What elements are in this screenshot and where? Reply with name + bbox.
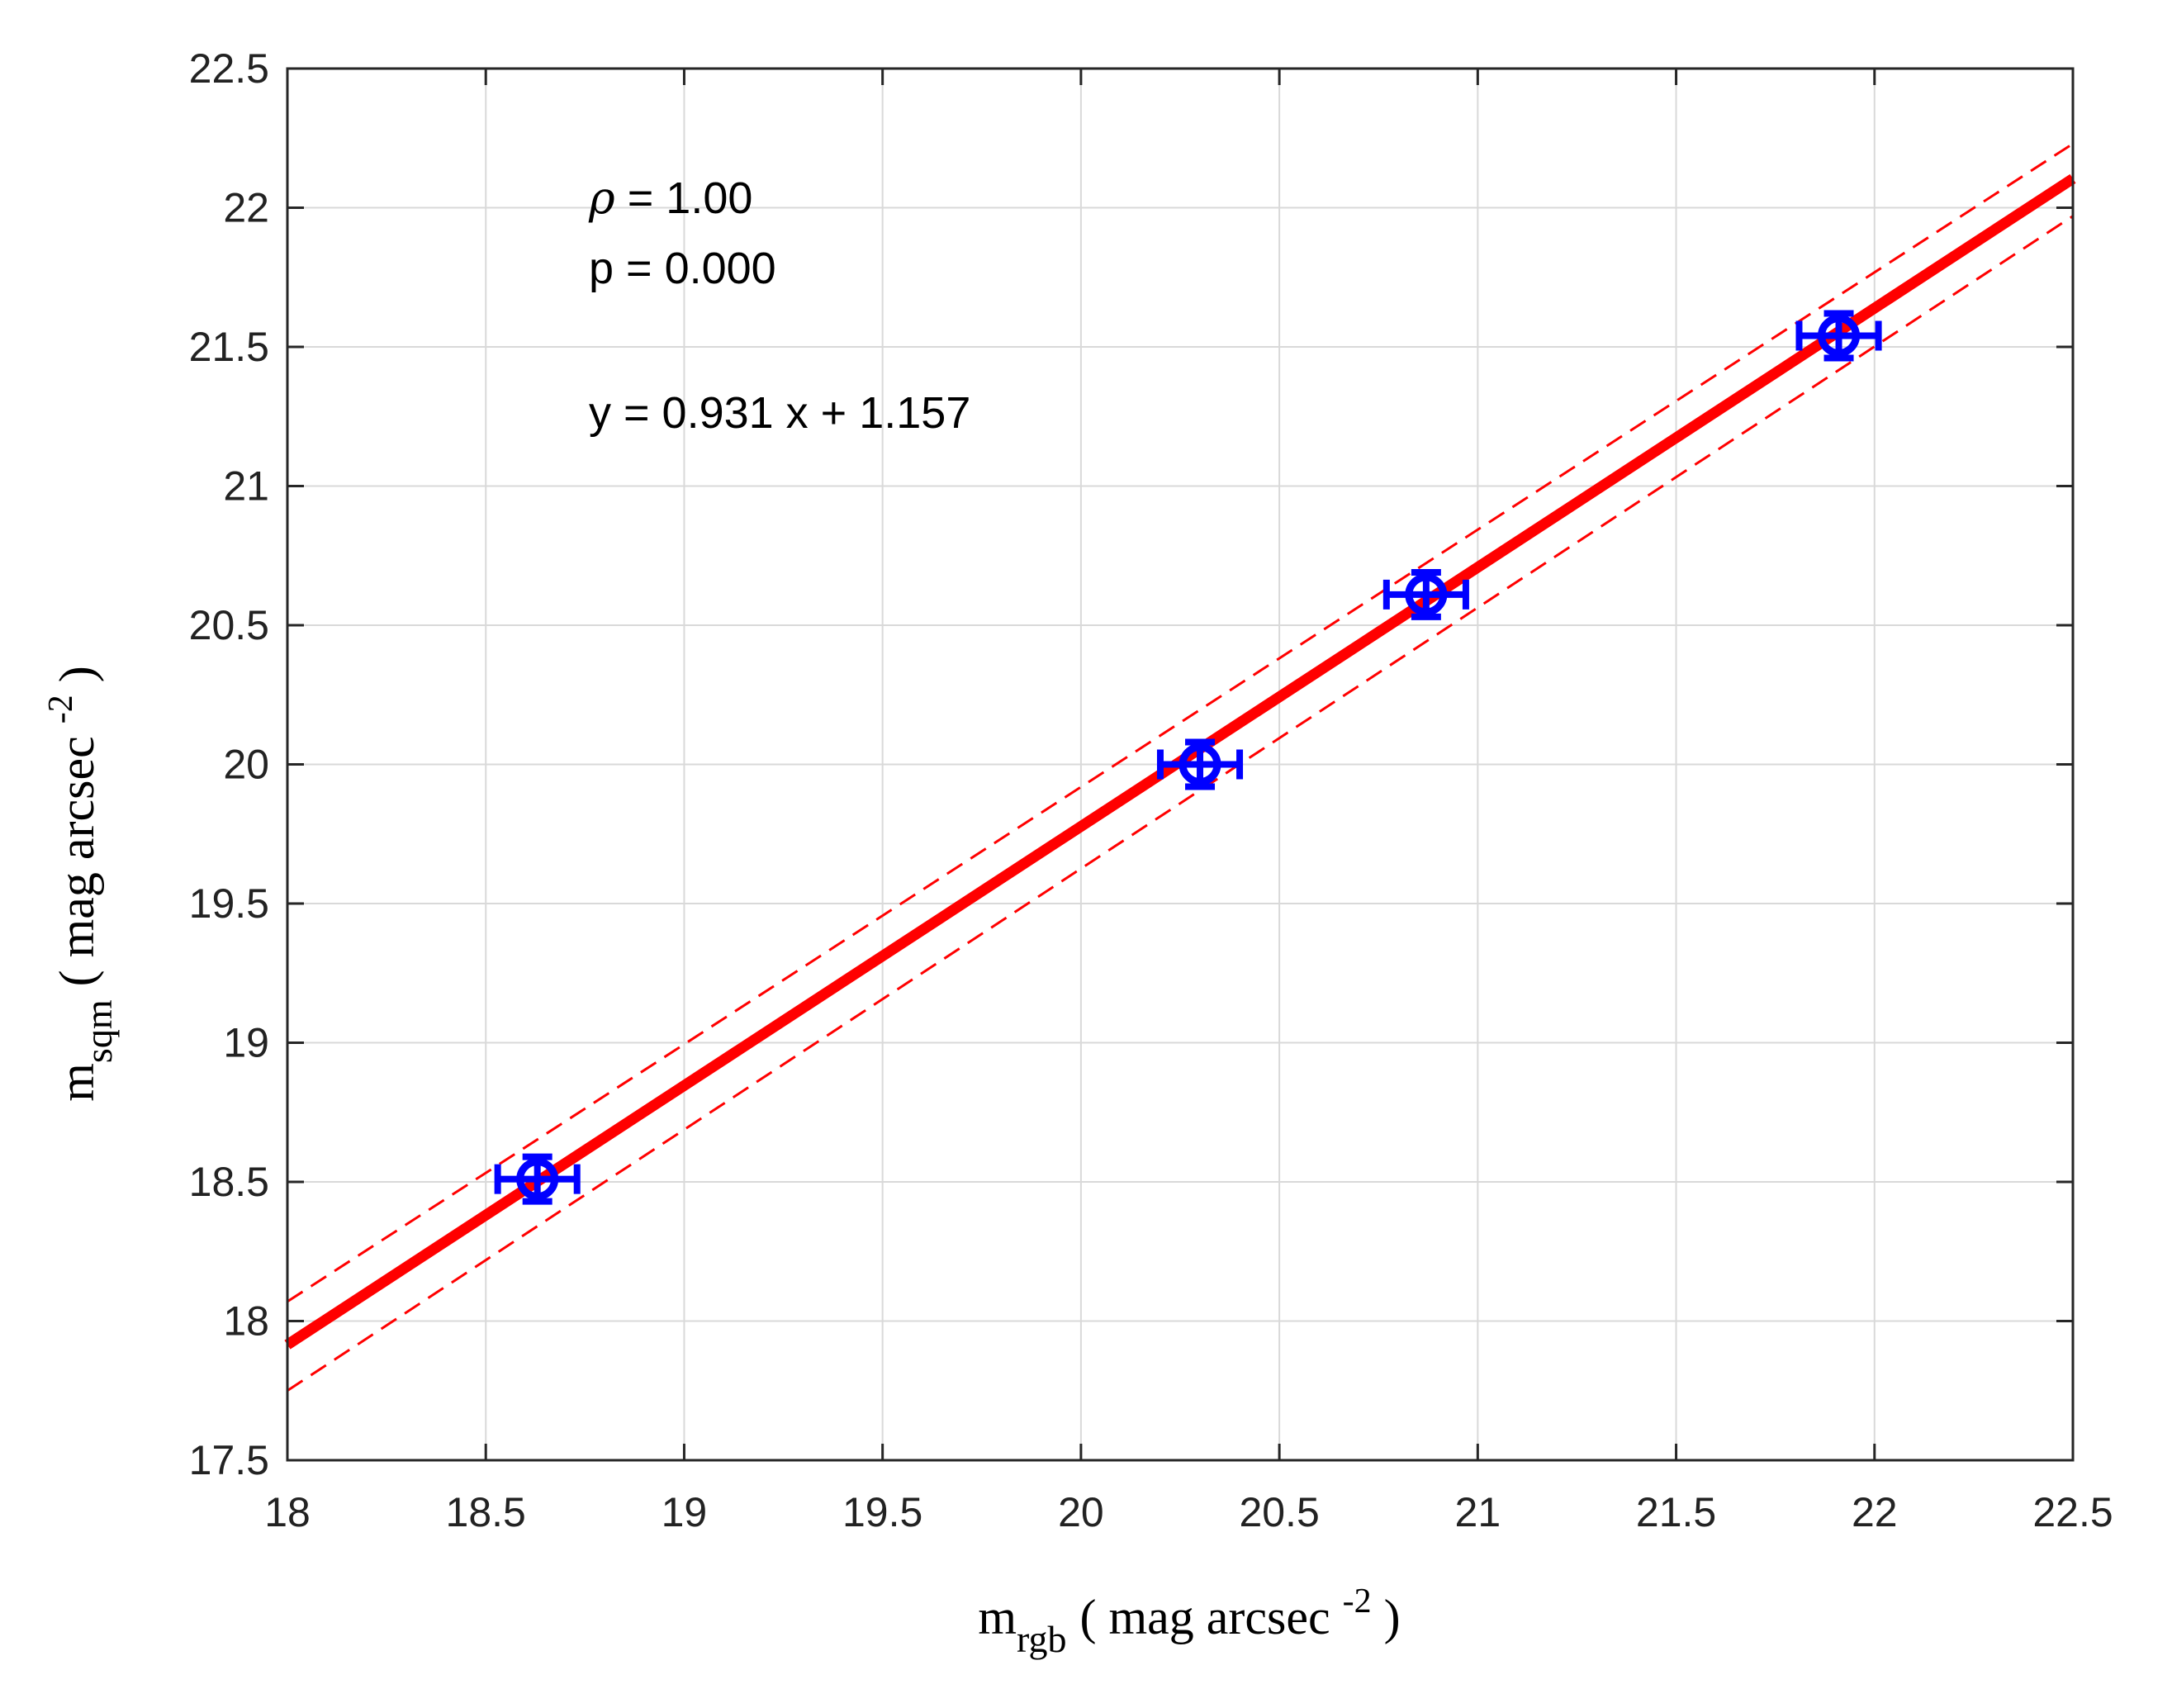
x-tick-label: 20.5 — [1239, 1489, 1319, 1535]
y-tick-label: 20 — [223, 742, 269, 788]
tick-labels: 18 18.5 19 19.5 20 20.5 21 21.5 22 22.5 17.5 18 18.5… — [189, 45, 2113, 1535]
x-tick-label: 19 — [662, 1489, 708, 1535]
rho-value: = 1.00 — [615, 173, 753, 223]
x-tick-label: 19.5 — [842, 1489, 922, 1535]
data-points — [494, 310, 1882, 1205]
y-tick-label: 18 — [223, 1298, 269, 1345]
point-marker — [1405, 573, 1448, 616]
y-tick-label: 18.5 — [189, 1159, 269, 1205]
x-tick-label: 20 — [1058, 1489, 1104, 1535]
y-tick-label: 21 — [223, 463, 269, 510]
y-tick-label: 17.5 — [189, 1437, 269, 1483]
x-label-sub: rgb — [1017, 1618, 1067, 1660]
data-point — [1795, 310, 1882, 362]
lower-confidence-line — [287, 215, 2074, 1392]
y-tick-label: 21.5 — [189, 324, 269, 370]
annotation-equation: y = 0.931 x + 1.157 — [589, 388, 970, 438]
point-marker — [1818, 315, 1861, 358]
x-label-unit-close: ) — [1372, 1590, 1401, 1644]
y-label-unit-close: ) — [50, 666, 104, 695]
x-label-unit-sup: -2 — [1343, 1582, 1372, 1620]
upper-confidence-line — [287, 142, 2074, 1303]
y-label-unit-sup: -2 — [42, 695, 80, 724]
axes — [286, 67, 2075, 1462]
x-tick-label: 21.5 — [1636, 1489, 1716, 1535]
y-label-main: m — [50, 1063, 104, 1102]
rho-symbol: ρ — [588, 172, 615, 224]
data-point — [1156, 738, 1244, 790]
confidence-band — [287, 142, 2074, 1392]
annotation-rho: ρ = 1.00 — [588, 172, 752, 224]
data-point — [494, 1153, 581, 1205]
x-tick-label: 22.5 — [2032, 1489, 2113, 1535]
y-label-unit-open: ( mag arcsec — [50, 724, 104, 986]
x-tick-label: 18 — [264, 1489, 311, 1535]
x-axis-label: mrgb ( mag arcsec -2 ) — [978, 1582, 1400, 1660]
annotation-p-value: p = 0.000 — [589, 244, 776, 293]
y-tick-label: 20.5 — [189, 602, 269, 648]
y-tick-label: 19 — [223, 1020, 269, 1066]
y-axis-label: msqm ( mag arcsec -2 ) — [42, 666, 120, 1101]
point-marker — [1178, 743, 1221, 785]
y-label-sub: sqm — [78, 999, 120, 1063]
x-label-main: m — [978, 1590, 1017, 1644]
data-point — [1382, 568, 1469, 620]
y-tick-label: 22.5 — [189, 45, 269, 92]
y-tick-label: 19.5 — [189, 880, 269, 927]
y-tick-label: 22 — [223, 185, 269, 231]
x-tick-label: 21 — [1455, 1489, 1501, 1535]
x-label-unit-open: ( mag arcsec — [1080, 1590, 1343, 1644]
x-tick-label: 18.5 — [446, 1489, 526, 1535]
point-marker — [516, 1158, 559, 1201]
x-tick-label: 22 — [1852, 1489, 1898, 1535]
annotation-block: ρ = 1.00 p = 0.000 y = 0.931 x + 1.157 — [588, 172, 970, 438]
